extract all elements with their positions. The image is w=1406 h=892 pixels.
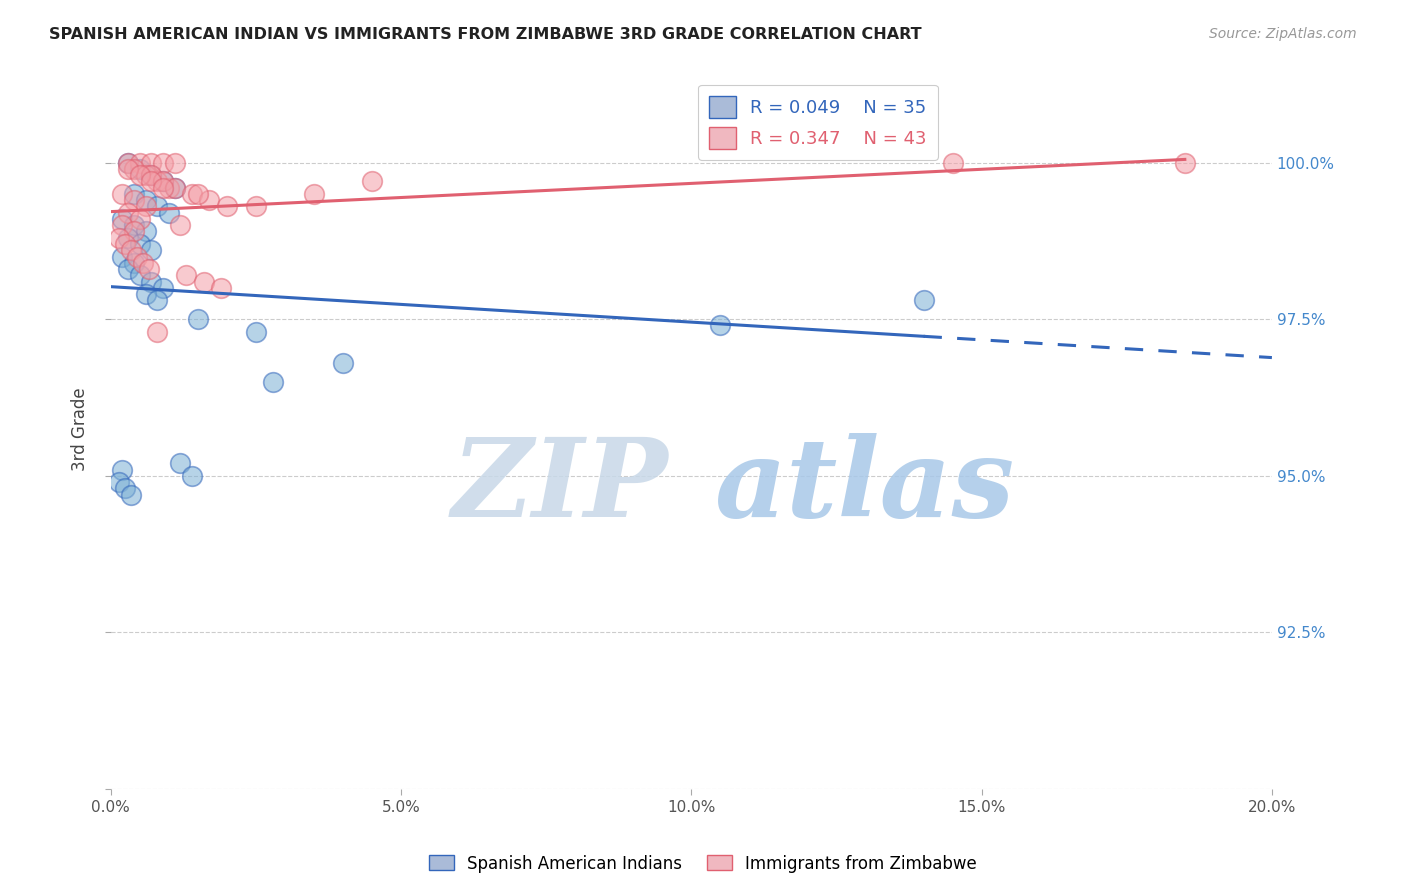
Point: [181, 468, 204, 483]
Point: [120, 488, 142, 502]
Point: [152, 174, 174, 188]
Point: [181, 186, 204, 201]
Point: [122, 186, 145, 201]
Point: [302, 186, 325, 201]
Point: [146, 174, 169, 188]
Point: [169, 218, 191, 232]
Point: [141, 155, 163, 169]
Point: [141, 168, 163, 182]
Point: [157, 180, 180, 194]
Point: [141, 168, 163, 182]
Point: [122, 161, 145, 176]
Point: [141, 275, 163, 289]
Legend: Spanish American Indians, Immigrants from Zimbabwe: Spanish American Indians, Immigrants fro…: [422, 848, 984, 880]
Point: [152, 180, 174, 194]
Point: [245, 199, 267, 213]
Point: [120, 244, 142, 258]
Point: [122, 256, 145, 270]
Point: [135, 193, 157, 207]
Point: [942, 155, 965, 169]
Point: [122, 218, 145, 232]
Point: [152, 281, 174, 295]
Point: [709, 318, 731, 333]
Point: [117, 230, 139, 244]
Point: [146, 199, 169, 213]
Point: [122, 224, 145, 238]
Point: [117, 155, 139, 169]
Point: [128, 155, 150, 169]
Point: [111, 186, 134, 201]
Point: [163, 155, 186, 169]
Point: [122, 193, 145, 207]
Point: [135, 224, 157, 238]
Point: [128, 237, 150, 252]
Point: [117, 161, 139, 176]
Point: [169, 456, 191, 470]
Point: [193, 275, 215, 289]
Point: [146, 293, 169, 308]
Point: [128, 168, 150, 182]
Point: [111, 211, 134, 226]
Point: [117, 205, 139, 219]
Point: [111, 250, 134, 264]
Point: [209, 281, 232, 295]
Point: [128, 161, 150, 176]
Text: SPANISH AMERICAN INDIAN VS IMMIGRANTS FROM ZIMBABWE 3RD GRADE CORRELATION CHART: SPANISH AMERICAN INDIAN VS IMMIGRANTS FR…: [49, 27, 922, 42]
Point: [141, 244, 163, 258]
Point: [152, 174, 174, 188]
Text: ZIP: ZIP: [451, 433, 668, 541]
Point: [245, 325, 267, 339]
Text: Source: ZipAtlas.com: Source: ZipAtlas.com: [1209, 27, 1357, 41]
Point: [1174, 155, 1197, 169]
Point: [125, 250, 148, 264]
Point: [135, 287, 157, 301]
Point: [138, 262, 160, 277]
Text: atlas: atlas: [714, 433, 1015, 541]
Point: [128, 268, 150, 283]
Point: [215, 199, 238, 213]
Point: [111, 218, 134, 232]
Point: [361, 174, 384, 188]
Point: [174, 268, 197, 283]
Y-axis label: 3rd Grade: 3rd Grade: [72, 387, 89, 471]
Point: [108, 475, 131, 489]
Point: [163, 180, 186, 194]
Point: [128, 211, 150, 226]
Point: [187, 312, 209, 326]
Point: [131, 256, 153, 270]
Point: [135, 199, 157, 213]
Point: [163, 180, 186, 194]
Point: [262, 375, 284, 389]
Point: [108, 230, 131, 244]
Point: [114, 237, 136, 252]
Point: [111, 462, 134, 476]
Point: [152, 155, 174, 169]
Point: [146, 325, 169, 339]
Point: [117, 155, 139, 169]
Point: [135, 168, 157, 182]
Point: [157, 205, 180, 219]
Point: [198, 193, 221, 207]
Legend: R = 0.049    N = 35, R = 0.347    N = 43: R = 0.049 N = 35, R = 0.347 N = 43: [697, 85, 938, 160]
Point: [114, 481, 136, 495]
Point: [912, 293, 935, 308]
Point: [187, 186, 209, 201]
Point: [141, 174, 163, 188]
Point: [332, 356, 354, 370]
Point: [117, 262, 139, 277]
